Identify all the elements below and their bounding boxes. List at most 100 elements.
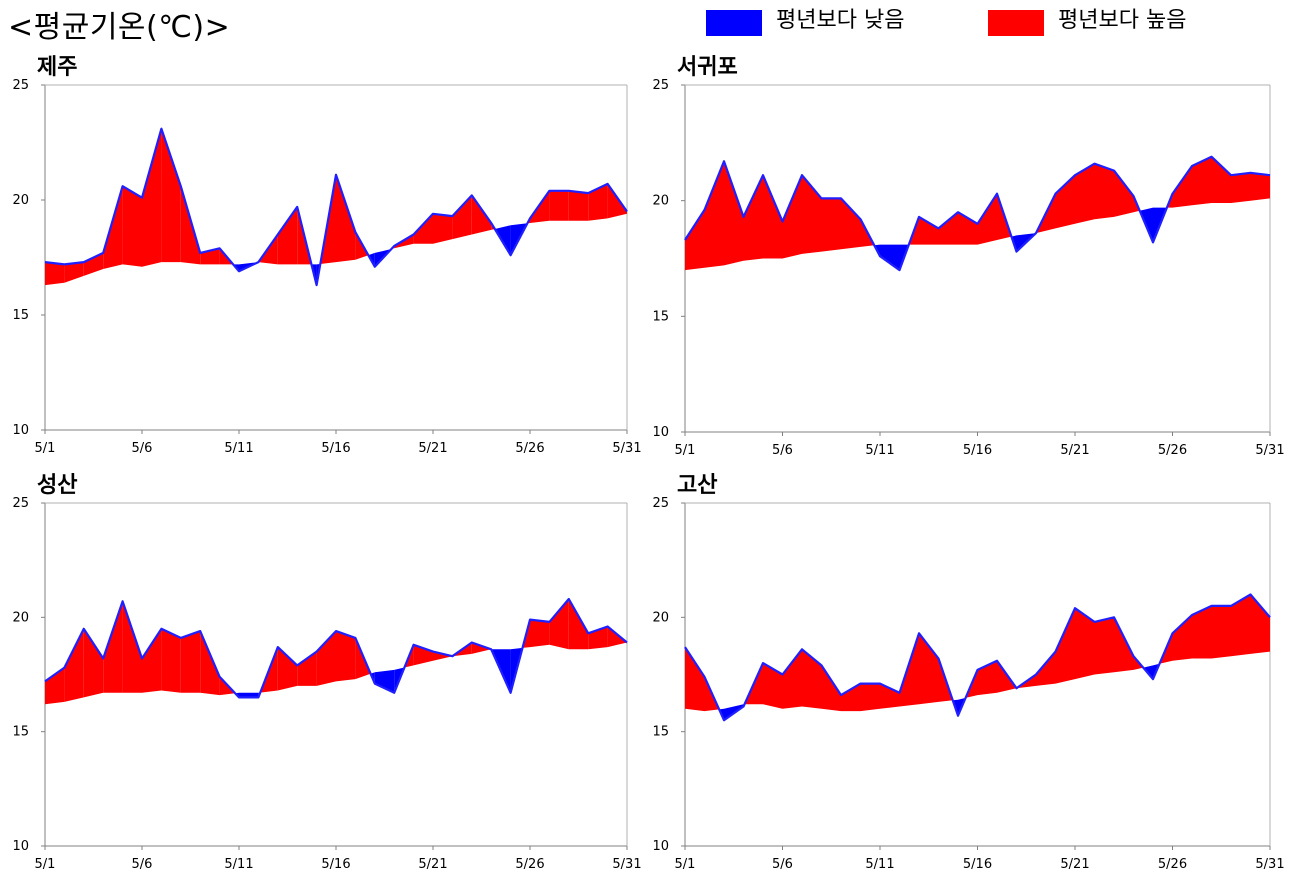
- area-above-normal: [1055, 608, 1075, 684]
- area-above-normal: [880, 683, 900, 709]
- area-above-normal: [122, 186, 142, 267]
- area-above-normal: [45, 262, 65, 286]
- y-tick-label: 25: [12, 496, 29, 511]
- legend-label-below: 평년보다 낮음: [776, 8, 905, 33]
- area-above-normal: [297, 651, 317, 686]
- area-above-normal: [64, 262, 84, 283]
- area-above-normal: [200, 631, 220, 696]
- area-above-normal: [763, 663, 783, 709]
- y-tick-label: 15: [12, 725, 29, 740]
- area-above-normal: [1172, 615, 1192, 661]
- area-above-normal: [103, 601, 123, 693]
- chart-panel-0: 제주 10 15 20 25 5/1 5/6 5/11 5/16 5/21 5/26 5/31: [12, 55, 641, 456]
- area-above-normal: [977, 660, 997, 696]
- area-above-normal: [782, 649, 802, 709]
- area-above-normal: [763, 175, 783, 259]
- x-tick-label: 5/6: [132, 441, 153, 456]
- area-above-normal: [180, 631, 201, 693]
- area-above-normal: [938, 212, 958, 245]
- x-tick-label: 5/31: [1255, 857, 1284, 872]
- x-tick-label: 5/6: [772, 443, 793, 458]
- area-above-normal: [83, 252, 104, 276]
- area-above-normal: [142, 628, 162, 693]
- area-above-normal: [336, 631, 356, 682]
- x-tick-label: 5/16: [321, 857, 350, 872]
- series-line-actual: [44, 127, 628, 287]
- area-above-normal: [782, 175, 802, 259]
- series-line-actual: [684, 593, 1271, 722]
- page-title: <평균기온(℃)>: [8, 10, 231, 45]
- area-above-normal: [1192, 156, 1212, 206]
- y-tick-label: 15: [652, 309, 669, 324]
- x-tick-label: 5/16: [321, 441, 350, 456]
- area-above-normal: [142, 128, 162, 267]
- area-above-normal: [45, 667, 65, 705]
- area-above-normal: [704, 161, 724, 268]
- area-below-normal: [374, 669, 395, 693]
- area-above-normal: [568, 599, 589, 650]
- y-tick-label: 15: [652, 725, 669, 740]
- area-above-normal: [1231, 594, 1251, 657]
- area-above-normal: [1036, 651, 1056, 686]
- area-above-normal: [977, 193, 997, 245]
- x-tick-label: 5/11: [865, 857, 894, 872]
- area-above-normal: [821, 198, 841, 252]
- x-tick-label: 5/16: [963, 857, 992, 872]
- area-above-normal: [83, 628, 104, 698]
- area-above-normal: [1211, 605, 1231, 659]
- area-above-normal: [1211, 156, 1231, 203]
- area-above-normal: [685, 647, 705, 712]
- y-tick-label: 10: [12, 839, 29, 854]
- area-above-normal: [122, 601, 142, 693]
- area-above-normal: [471, 195, 492, 235]
- area-above-normal: [549, 190, 569, 221]
- area-above-normal: [588, 183, 608, 221]
- area-above-normal: [860, 683, 880, 712]
- x-tick-label: 5/11: [224, 857, 253, 872]
- area-above-normal: [958, 212, 978, 245]
- x-tick-label: 5/11: [224, 441, 253, 456]
- y-tick-label: 25: [652, 78, 669, 93]
- area-above-normal: [841, 683, 861, 712]
- y-tick-label: 10: [652, 425, 669, 440]
- x-tick-label: 5/21: [418, 441, 447, 456]
- legend-swatch-above: [988, 10, 1044, 36]
- area-above-normal: [568, 190, 589, 221]
- y-tick-label: 15: [12, 308, 29, 323]
- x-tick-label: 5/21: [1060, 443, 1089, 458]
- legend-label-above: 평년보다 높음: [1058, 8, 1187, 33]
- x-tick-label: 5/11: [865, 443, 894, 458]
- chart-panel-2: 성산 10 15 20 25 5/1 5/6 5/11 5/16 5/21 5/26 5/31: [12, 473, 641, 872]
- x-tick-label: 5/21: [418, 857, 447, 872]
- area-above-normal: [549, 599, 569, 650]
- area-above-normal: [433, 213, 453, 244]
- area-above-normal: [802, 649, 822, 709]
- x-tick-label: 5/6: [132, 857, 153, 872]
- chart-panel-1: 서귀포 10 15 20 25 5/1 5/6 5/11 5/16 5/21 5/26 5/31: [652, 55, 1284, 458]
- area-above-normal: [919, 216, 939, 245]
- area-above-normal: [277, 206, 298, 265]
- panel-title: 서귀포: [677, 55, 738, 80]
- area-above-normal: [103, 186, 123, 269]
- chart-panel-3: 고산 10 15 20 25 5/1 5/6 5/11 5/16 5/21 5/26 5/31: [652, 473, 1284, 872]
- x-tick-label: 5/16: [963, 443, 992, 458]
- area-above-normal: [919, 633, 939, 705]
- x-tick-label: 5/31: [1255, 443, 1284, 458]
- area-above-normal: [1075, 163, 1095, 224]
- area-above-normal: [336, 174, 356, 263]
- y-tick-label: 20: [652, 194, 669, 209]
- area-above-normal: [1094, 617, 1114, 675]
- x-tick-label: 5/31: [612, 857, 641, 872]
- y-tick-label: 25: [652, 496, 669, 511]
- x-tick-label: 5/26: [1158, 443, 1187, 458]
- area-above-normal: [161, 628, 181, 693]
- panel-title: 고산: [677, 473, 717, 498]
- area-above-normal: [1250, 172, 1270, 201]
- area-below-normal: [880, 244, 900, 271]
- area-above-normal: [316, 631, 336, 686]
- y-tick-label: 10: [12, 423, 29, 438]
- area-above-normal: [802, 175, 822, 254]
- area-above-normal: [685, 209, 705, 271]
- x-tick-label: 5/31: [612, 441, 641, 456]
- area-above-normal: [724, 161, 744, 266]
